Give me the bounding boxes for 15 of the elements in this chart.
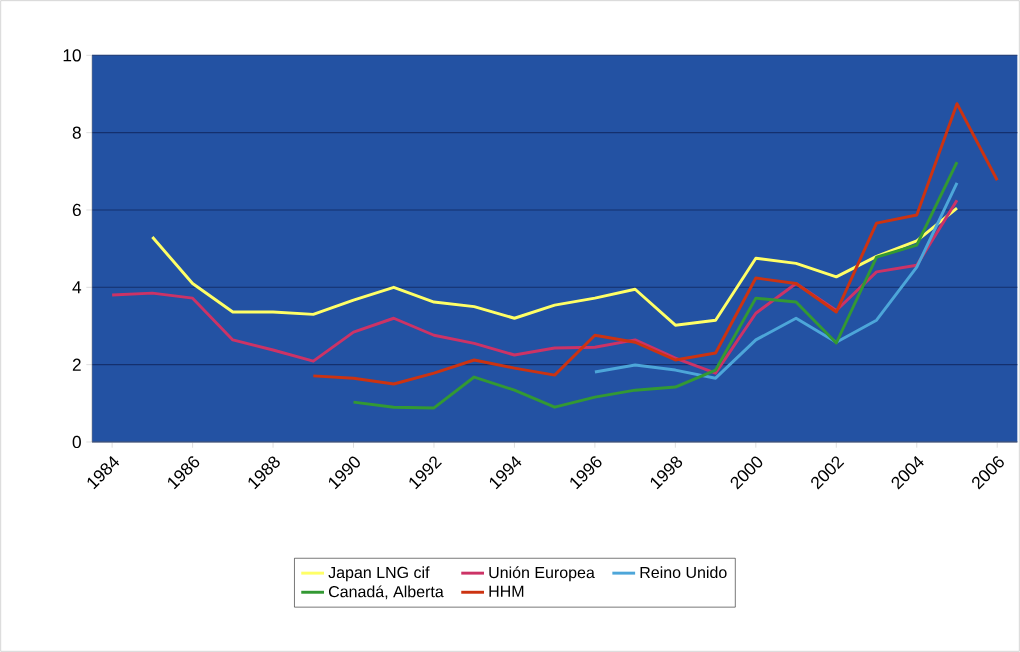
line-series [311, 102, 999, 386]
legend-label: HHM [489, 585, 524, 597]
y-tick-label: 6 [72, 203, 81, 217]
y-tick-label: 2 [72, 358, 81, 371]
legend-label: Reino Unido [640, 566, 727, 579]
line-series [150, 206, 959, 327]
line-series [593, 181, 959, 380]
line-series [352, 160, 959, 410]
legend-label: Canadá, Alberta [328, 585, 444, 600]
y-tick-label: 0 [72, 435, 81, 449]
y-tick-label: 8 [72, 126, 81, 139]
y-tick-label: 10 [63, 49, 81, 62]
legend-label: Japan LNG cif [328, 566, 430, 582]
y-tick-label: 4 [72, 281, 82, 294]
legend-label: Unión Europea [489, 566, 595, 582]
